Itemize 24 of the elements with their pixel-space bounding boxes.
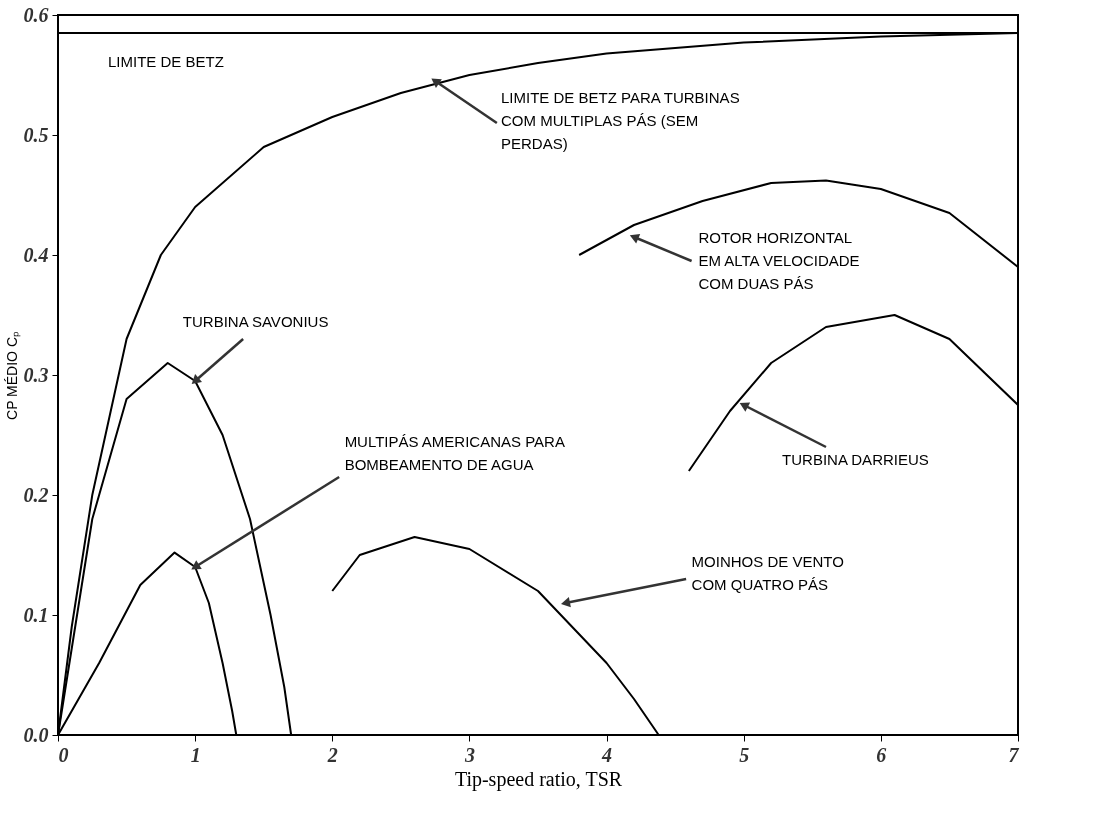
y-tick-label: 0.3 — [23, 363, 49, 386]
y-axis-title: CP MÉDIO Cₚ — [3, 331, 21, 420]
x-tick-label: 6 — [876, 743, 887, 766]
x-tick-label: 3 — [463, 743, 475, 766]
x-tick-label: 2 — [326, 743, 338, 766]
y-tick-label: 0.6 — [23, 3, 49, 26]
y-tick-label: 0.2 — [23, 483, 49, 506]
y-tick-label: 0.4 — [23, 243, 49, 266]
y-tick-label: 0.0 — [23, 723, 49, 746]
y-tick-label: 0.1 — [23, 603, 49, 626]
y-tick-label: 0.5 — [23, 123, 49, 146]
annotation: TURBINA SAVONIUS — [182, 313, 329, 330]
annotation: MULTIPÁS AMERICANAS PARA BOMBEAMENTO DE AGUA — [344, 433, 565, 473]
ref-line-label: LIMITE DE BETZ — [108, 53, 224, 70]
x-tick-label: 4 — [601, 743, 613, 766]
x-tick-label: 0 — [58, 743, 69, 766]
x-axis-title: Tip-speed ratio, TSR — [454, 767, 623, 791]
annotation: ROTOR HORIZONTAL EM ALTA VELOCIDADE COM DUAS PÁS — [698, 229, 860, 292]
x-tick-label: 7 — [1008, 743, 1020, 766]
annotation: LIMITE DE BETZ PARA TURBINAS COM MULTIPLAS PÁS (SEM PERDAS) — [500, 88, 740, 152]
x-tick-label: 1 — [190, 743, 201, 766]
x-tick-label: 5 — [739, 743, 750, 766]
annotation: MOINHOS DE VENTO COM QUATRO PÁS — [691, 553, 844, 593]
annotation: TURBINA DARRIEUS — [782, 451, 929, 468]
